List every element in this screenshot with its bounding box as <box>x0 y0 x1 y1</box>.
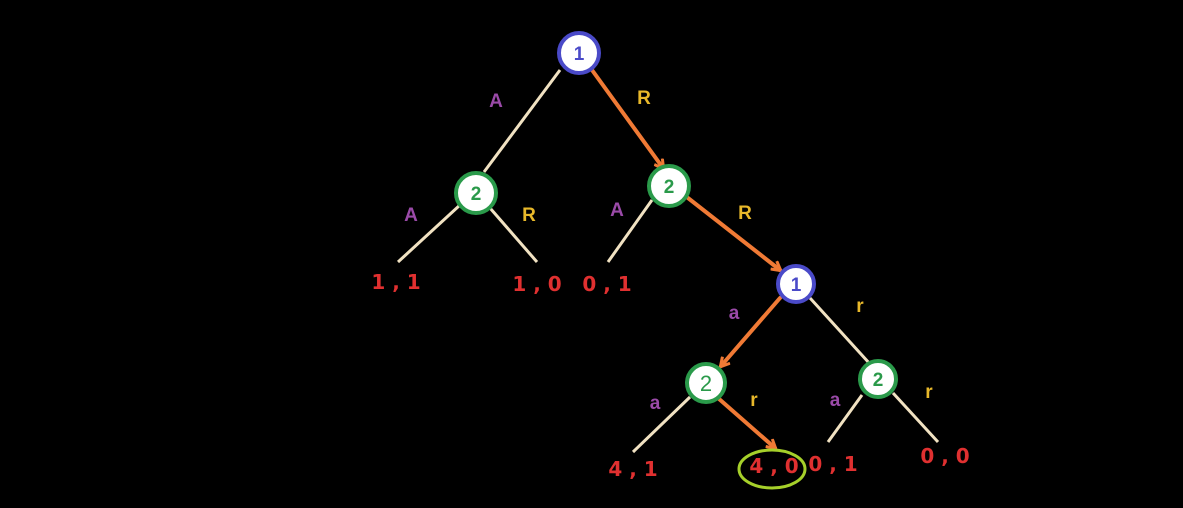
edge-label-second-r: r <box>856 296 864 317</box>
edge-label-mid-A: A <box>610 200 624 221</box>
node-player2-left: 2 <box>454 171 498 215</box>
edge-label-n2r-a: a <box>830 390 841 411</box>
branch-root-A <box>482 69 562 173</box>
node-player1-second: 1 <box>776 264 816 304</box>
branch-mid-A <box>606 199 654 263</box>
edge-label-n2a-r: r <box>750 390 758 411</box>
branch-n2r-a <box>826 394 864 443</box>
node-root: 1 <box>557 31 601 75</box>
payoff-1: 1 , 1 <box>371 270 420 294</box>
node-player2-after-r: 2 <box>858 359 898 399</box>
payoff-4: 4 , 1 <box>608 457 657 481</box>
edge-label-n2a-a: a <box>650 393 661 414</box>
node-player2-after-r-label: 2 <box>873 370 884 391</box>
node-player2-mid-label: 2 <box>664 177 675 198</box>
branch-left-A <box>396 203 462 264</box>
branch-second-r <box>808 296 872 366</box>
node-player1-second-label: 1 <box>791 275 802 296</box>
edge-label-mid-R: R <box>738 203 752 224</box>
edge-label-left-A: A <box>404 205 418 226</box>
node-player2-after-a-label: 2 <box>700 371 712 396</box>
branch-left-R <box>488 207 539 263</box>
node-player2-after-a: 2 <box>685 362 727 404</box>
edge-label-root-A: A <box>489 91 503 112</box>
edge-label-root-R: R <box>637 88 651 109</box>
payoff-5: 4 , 0 <box>749 454 798 478</box>
path-arrow-root-R <box>590 68 663 168</box>
node-player2-left-label: 2 <box>471 184 482 205</box>
path-arrow-n2a-r <box>716 396 775 448</box>
edge-label-n2r-r: r <box>925 382 933 403</box>
path-arrow-mid-R <box>686 196 780 270</box>
payoff-7: 0 , 0 <box>920 444 969 468</box>
node-root-label: 1 <box>574 44 585 65</box>
equilibrium-highlight-ellipse <box>737 448 807 490</box>
payoff-3: 0 , 1 <box>582 272 631 296</box>
edge-label-second-a: a <box>729 303 740 324</box>
path-arrow-second-a <box>721 296 782 366</box>
payoff-2: 1 , 0 <box>512 272 561 296</box>
node-player2-mid: 2 <box>647 164 691 208</box>
edge-label-left-R: R <box>522 205 536 226</box>
branch-n2a-a <box>631 395 692 454</box>
branch-n2r-r <box>891 391 940 444</box>
payoff-6: 0 , 1 <box>808 452 857 476</box>
